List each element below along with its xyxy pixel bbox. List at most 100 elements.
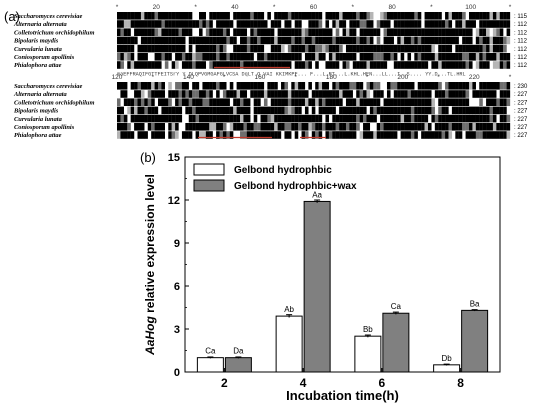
residue-cell (154, 90, 159, 98)
residue-cell (404, 12, 408, 20)
residue-cell (499, 20, 504, 28)
ruler-mark: 100 (465, 4, 476, 11)
residue-cell (441, 44, 446, 53)
residue-cell (339, 98, 343, 106)
residue-cell (199, 28, 203, 36)
residue-cell (151, 98, 155, 106)
residue-cell (202, 82, 207, 90)
residue-cell (120, 90, 124, 98)
residue-cell (404, 106, 408, 115)
residue-cell (281, 82, 285, 90)
y-tick-label: 6 (174, 281, 180, 293)
residue-cell (274, 53, 278, 61)
residue-cell (205, 98, 210, 106)
residue-cell (185, 28, 189, 36)
bar-gelbond-hydrophbic-4 (275, 315, 303, 373)
residue-cell (308, 61, 312, 69)
residue-cell (427, 131, 432, 139)
residue-cell (277, 53, 282, 61)
residue-cell (212, 123, 217, 131)
residue-cell (130, 82, 135, 90)
x-tick-label: 6 (379, 376, 386, 390)
residue-cell (325, 36, 330, 45)
residue-cell (438, 44, 442, 53)
residue-cell (267, 36, 271, 45)
residue-cell (205, 53, 210, 61)
residue-cell (127, 123, 131, 131)
residue-cell (386, 114, 391, 123)
residue-cell (308, 114, 312, 123)
residue-cell (339, 53, 343, 61)
residue-cell (158, 53, 162, 61)
residue-cell (325, 28, 330, 36)
residue-cell (462, 20, 466, 28)
residue-cell (144, 61, 148, 69)
residue-cell (335, 61, 340, 69)
residue-cell (277, 131, 282, 139)
residue-cell (458, 20, 463, 28)
bar-gelbond-hydrophbic-wax-2 (224, 357, 252, 373)
residue-cell (434, 82, 439, 90)
residue-cell (147, 114, 152, 123)
residue-cell (448, 20, 453, 28)
residue-cell (472, 90, 476, 98)
residue-cell (342, 131, 347, 139)
residue-cell (229, 106, 234, 115)
residue-cell (318, 90, 323, 98)
residue-cell (181, 28, 186, 36)
residue-cell (185, 61, 189, 69)
residue-cell (506, 131, 511, 139)
residue-cell (335, 114, 340, 123)
residue-cell (342, 61, 347, 69)
residue-cell (311, 90, 316, 98)
residue-cell (219, 131, 224, 139)
residue-cell (236, 20, 241, 28)
residue-cell (472, 131, 476, 139)
residue-cell (332, 12, 336, 20)
residue-cell (284, 114, 289, 123)
residue-cell (503, 44, 507, 53)
residue-cell (240, 114, 244, 123)
ruler-mark: 160 (254, 74, 265, 81)
ruler-mark: * (509, 4, 512, 11)
residue-cell (171, 28, 176, 36)
residue-cell (393, 114, 398, 123)
residue-cell (311, 36, 316, 45)
residue-cell (479, 20, 483, 28)
residue-cell (209, 90, 213, 98)
residue-cell (175, 61, 179, 69)
residue-cell (400, 106, 405, 115)
residue-cell (161, 20, 165, 28)
residue-cell (222, 131, 227, 139)
residue-cell (335, 98, 340, 106)
residue-cell (195, 114, 200, 123)
residue-cell (257, 98, 261, 106)
residue-cell (257, 12, 261, 20)
residue-cell (147, 123, 152, 131)
residue-cell (486, 82, 490, 90)
residue-cell (414, 20, 418, 28)
residue-cell (123, 36, 128, 45)
residue-cell (134, 36, 138, 45)
residue-cell (448, 44, 453, 53)
residue-cell (253, 20, 258, 28)
residue-cell (188, 98, 193, 106)
residue-cell (421, 28, 425, 36)
residue-cell (438, 53, 442, 61)
residue-cell (175, 131, 179, 139)
residue-cell (219, 123, 224, 131)
residue-cell (120, 61, 124, 69)
residue-cell (369, 114, 374, 123)
residue-cell (181, 61, 186, 69)
residue-cell (236, 106, 241, 115)
residue-cell (468, 106, 473, 115)
residue-cell (349, 114, 353, 123)
residue-cell (417, 90, 422, 98)
residue-cell (468, 61, 473, 69)
residue-cell (154, 36, 159, 45)
residue-cell (161, 53, 165, 61)
residue-cell (445, 12, 449, 20)
residue-cell (356, 106, 360, 115)
residue-cell (417, 106, 422, 115)
residue-cell (472, 53, 476, 61)
